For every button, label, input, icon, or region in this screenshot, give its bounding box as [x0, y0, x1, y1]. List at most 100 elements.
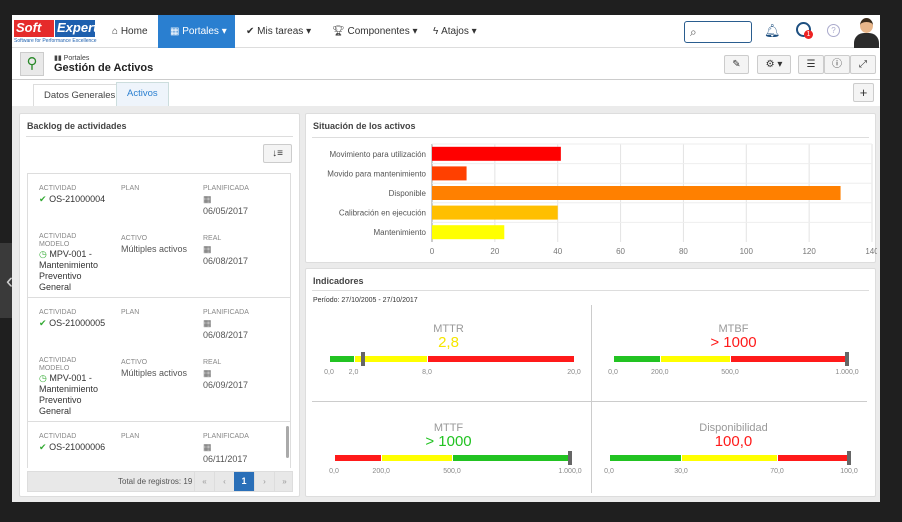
bar[interactable] — [432, 205, 558, 220]
actividad-modelo-value[interactable]: ◷ MPV-001 - Mantenimiento Preventivo Gen… — [39, 249, 109, 293]
planificada-label: Planificada — [203, 309, 249, 316]
actividad-label: Actividad — [39, 433, 77, 440]
tab-bar: Datos Generales Activos + — [12, 80, 880, 106]
actividad-code: OS-21000006 — [49, 442, 106, 452]
gauge-segment — [682, 455, 777, 461]
periodo-label: Período: 27/10/2005 - 27/10/2017 — [313, 297, 418, 304]
nav-label: Mis tareas — [257, 26, 304, 37]
list-item[interactable]: Actividad ✔ OS-21000005 Plan Planificada… — [28, 298, 290, 422]
activo-label: Activo — [121, 235, 148, 242]
next-page-button[interactable]: › — [254, 472, 274, 491]
activo-value: Múltiples activos — [121, 244, 188, 254]
search-input[interactable]: ⌕ — [684, 21, 752, 43]
actividad-value[interactable]: ✔ OS-21000004 — [39, 194, 105, 205]
gauge-value: > 1000 — [425, 433, 472, 450]
gear-icon: ⚙ — [765, 59, 775, 70]
calendar-icon: ▦ — [203, 244, 212, 254]
activo-label: Activo — [121, 359, 148, 366]
gauge-segment — [428, 356, 574, 362]
softexpert-logo[interactable]: Soft Expert Software for Performance Exc… — [14, 20, 98, 46]
logo-soft: Soft — [14, 20, 54, 37]
gauge-segment — [614, 356, 660, 362]
category-label: Calibración en ejecución — [339, 209, 426, 218]
nav-mis-tareas[interactable]: ✔ Mis tareas ▾ — [246, 26, 312, 37]
gauge-segment — [778, 455, 849, 461]
nav-home[interactable]: ⌂ Home — [108, 15, 152, 48]
workflow-icon[interactable] — [796, 22, 811, 37]
bar[interactable] — [432, 225, 505, 240]
tab-datos-generales[interactable]: Datos Generales — [33, 84, 127, 106]
pagination-bar: Total de registros: 19 « ‹ 1 › » — [27, 471, 293, 492]
gauge-tick-label: 0,0 — [608, 369, 618, 376]
expand-icon: ⤢ — [859, 59, 867, 70]
sort-button[interactable]: ↓≡ — [263, 144, 292, 163]
info-button[interactable]: ⓘ — [824, 55, 850, 74]
plan-label: Plan — [121, 309, 140, 316]
category-label: Movimiento para utilización — [330, 150, 427, 159]
gauge-title: MTTR — [433, 323, 464, 335]
breadcrumb[interactable]: ▮▮ Portales — [54, 54, 89, 62]
avatar[interactable] — [853, 15, 880, 48]
settings-button[interactable]: ⚙ ▾ — [757, 55, 791, 74]
scrollbar[interactable] — [286, 426, 289, 458]
first-page-button[interactable]: « — [194, 472, 214, 491]
trophy-icon: 🏆︎ — [332, 26, 345, 37]
gauge-tick-label: 1.000,0 — [835, 369, 859, 376]
x-tick-label: 120 — [802, 247, 816, 256]
gauge-title: Disponibilidad — [699, 422, 768, 434]
list-item[interactable]: Actividad ✔ OS-21000004 Plan Planificada… — [28, 174, 290, 298]
page-1-button[interactable]: 1 — [234, 472, 254, 491]
last-page-button[interactable]: » — [274, 472, 294, 491]
nav-componentes[interactable]: 🏆︎ Componentes ▾ — [332, 26, 418, 37]
gauge-value: 2,8 — [438, 334, 459, 351]
grid-icon: ▮▮ — [54, 55, 62, 62]
gauge-tick-label: 200,0 — [372, 468, 390, 475]
list-item[interactable]: Actividad ✔ OS-21000006 Plan Planificada… — [28, 422, 290, 468]
situacion-activos-panel: Situación de los activos 0 20 40 60 80 100 120… — [305, 113, 877, 263]
actividad-label: Actividad — [39, 309, 77, 316]
expand-button[interactable]: ⤢ — [850, 55, 876, 74]
real-label: Real — [203, 359, 222, 366]
filter-button[interactable]: ☰ — [798, 55, 824, 74]
prev-page-button[interactable]: ‹ — [214, 472, 234, 491]
gauge-segment — [382, 455, 452, 461]
nav-label: Componentes — [347, 26, 410, 37]
actividad-modelo-value[interactable]: ◷ MPV-001 - Mantenimiento Preventivo Gen… — [39, 373, 109, 417]
gauge-marker — [845, 352, 849, 366]
nav-label: Portales — [182, 26, 219, 37]
category-label: Disponible — [389, 189, 427, 198]
edit-button[interactable]: ✎ — [724, 55, 749, 74]
grid-icon: ▦ — [170, 26, 180, 37]
gauge-segment — [330, 356, 354, 362]
gauge-segment — [610, 455, 681, 461]
clock-icon: ◷ — [39, 373, 47, 383]
planificada-label: Planificada — [203, 185, 249, 192]
bell-icon[interactable]: 🔔︎ — [764, 23, 781, 38]
planificada-label: Planificada — [203, 433, 249, 440]
gauge-tick-label: 1.000,0 — [558, 468, 582, 475]
actividad-code: OS-21000004 — [49, 194, 106, 204]
gauge-tick-label: 8,0 — [422, 369, 432, 376]
nav-portales[interactable]: ▦ Portales ▾ — [158, 15, 235, 48]
actividad-value[interactable]: ✔ OS-21000006 — [39, 442, 105, 453]
backlog-list: Actividad ✔ OS-21000004 Plan Planificada… — [27, 173, 291, 468]
gauge-value: 100,0 — [714, 433, 753, 450]
calendar-icon: ▦ — [203, 194, 212, 204]
bar[interactable] — [432, 146, 561, 161]
panel-title: Indicadores — [313, 276, 364, 286]
help-icon[interactable]: ? — [827, 24, 840, 37]
logo-expert: Expert — [55, 20, 98, 37]
gauge-mttf: MTTF > 1000 0,0 200,0 500,0 1.000,0 — [306, 422, 591, 497]
activo-value: Múltiples activos — [121, 368, 188, 378]
filter-icon: ☰ — [806, 59, 816, 70]
chart-title: Situación de los activos — [313, 121, 416, 131]
bar[interactable] — [432, 166, 467, 181]
gauge-tick-label: 0,0 — [604, 468, 614, 475]
actividad-value[interactable]: ✔ OS-21000005 — [39, 318, 105, 329]
notification-badge: 1 — [804, 30, 813, 39]
add-tab-button[interactable]: + — [853, 83, 874, 102]
tab-activos[interactable]: Activos — [116, 82, 169, 106]
bar[interactable] — [432, 186, 841, 200]
gauge-segment — [731, 356, 847, 362]
nav-atajos[interactable]: ϟ Atajos ▾ — [433, 26, 477, 37]
